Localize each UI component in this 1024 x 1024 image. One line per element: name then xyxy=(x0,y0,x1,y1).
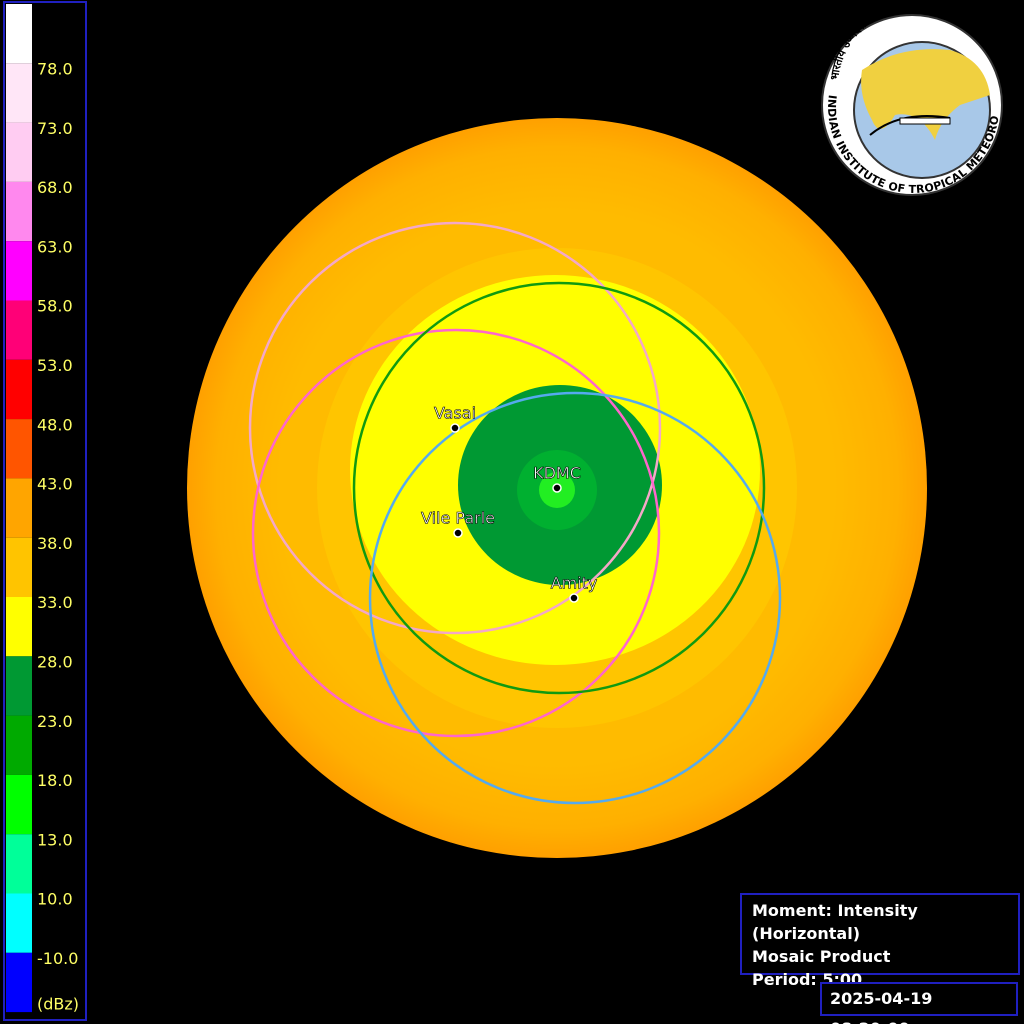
station-label: Amity xyxy=(551,574,598,593)
range-ring xyxy=(368,391,782,805)
colorbar-segment xyxy=(6,181,32,242)
colorbar-label: 43.0 xyxy=(37,475,73,494)
colorbar-segment xyxy=(6,63,32,123)
colorbar-label: 78.0 xyxy=(37,60,73,79)
colorbar-segment xyxy=(6,122,32,182)
colorbar-segment xyxy=(6,774,32,835)
colorbar-label: 13.0 xyxy=(37,830,73,849)
info-box: Moment: Intensity (Horizontal) Mosaic Pro… xyxy=(740,893,1020,989)
colorbar-segment xyxy=(6,597,32,657)
station-label: Vile Parle xyxy=(421,509,495,528)
colorbar-label: 48.0 xyxy=(37,415,73,434)
colorbar-segment xyxy=(6,241,32,301)
colorbar-segment xyxy=(6,359,32,420)
colorbar-label: 18.0 xyxy=(37,771,73,790)
range-ring xyxy=(352,281,766,695)
range-ring xyxy=(251,328,661,738)
station-marker xyxy=(569,593,579,603)
colorbar-segment xyxy=(6,537,32,597)
colorbar-label: 33.0 xyxy=(37,593,73,612)
colorbar-label: 58.0 xyxy=(37,297,73,316)
colorbar-segment xyxy=(6,834,32,894)
info-line: Moment: Intensity (Horizontal) xyxy=(752,901,918,943)
colorbar-label: 28.0 xyxy=(37,653,73,672)
colorbar-label: 68.0 xyxy=(37,178,73,197)
range-ring xyxy=(248,221,662,635)
station-marker xyxy=(552,483,562,493)
colorbar-label: 10.0 xyxy=(37,890,73,909)
station-marker xyxy=(453,528,463,538)
colorbar-segment xyxy=(6,419,32,479)
colorbar-segment xyxy=(6,4,32,64)
colorbar-label: 63.0 xyxy=(37,237,73,256)
colorbar-label: 53.0 xyxy=(37,356,73,375)
colorbar-segment xyxy=(6,300,32,360)
colorbar-segment xyxy=(6,478,32,538)
colorbar-label: 38.0 xyxy=(37,534,73,553)
timestamp: 2025-04-19 08:20:00 xyxy=(820,982,1018,1024)
colorbar-segment xyxy=(6,952,32,1013)
colorbar-segment xyxy=(6,715,32,775)
colorbar-unit: (dBz) xyxy=(37,995,79,1014)
station-marker xyxy=(450,423,460,433)
colorbar-segment xyxy=(6,893,32,953)
colorbar-label: 23.0 xyxy=(37,712,73,731)
station-label: KDMC xyxy=(533,464,581,483)
colorbar-segment xyxy=(6,656,32,716)
colorbar-label: -10.0 xyxy=(37,949,78,968)
info-line: Mosaic Product xyxy=(752,947,891,966)
colorbar-label: 73.0 xyxy=(37,119,73,138)
station-label: Vasai xyxy=(434,404,476,423)
